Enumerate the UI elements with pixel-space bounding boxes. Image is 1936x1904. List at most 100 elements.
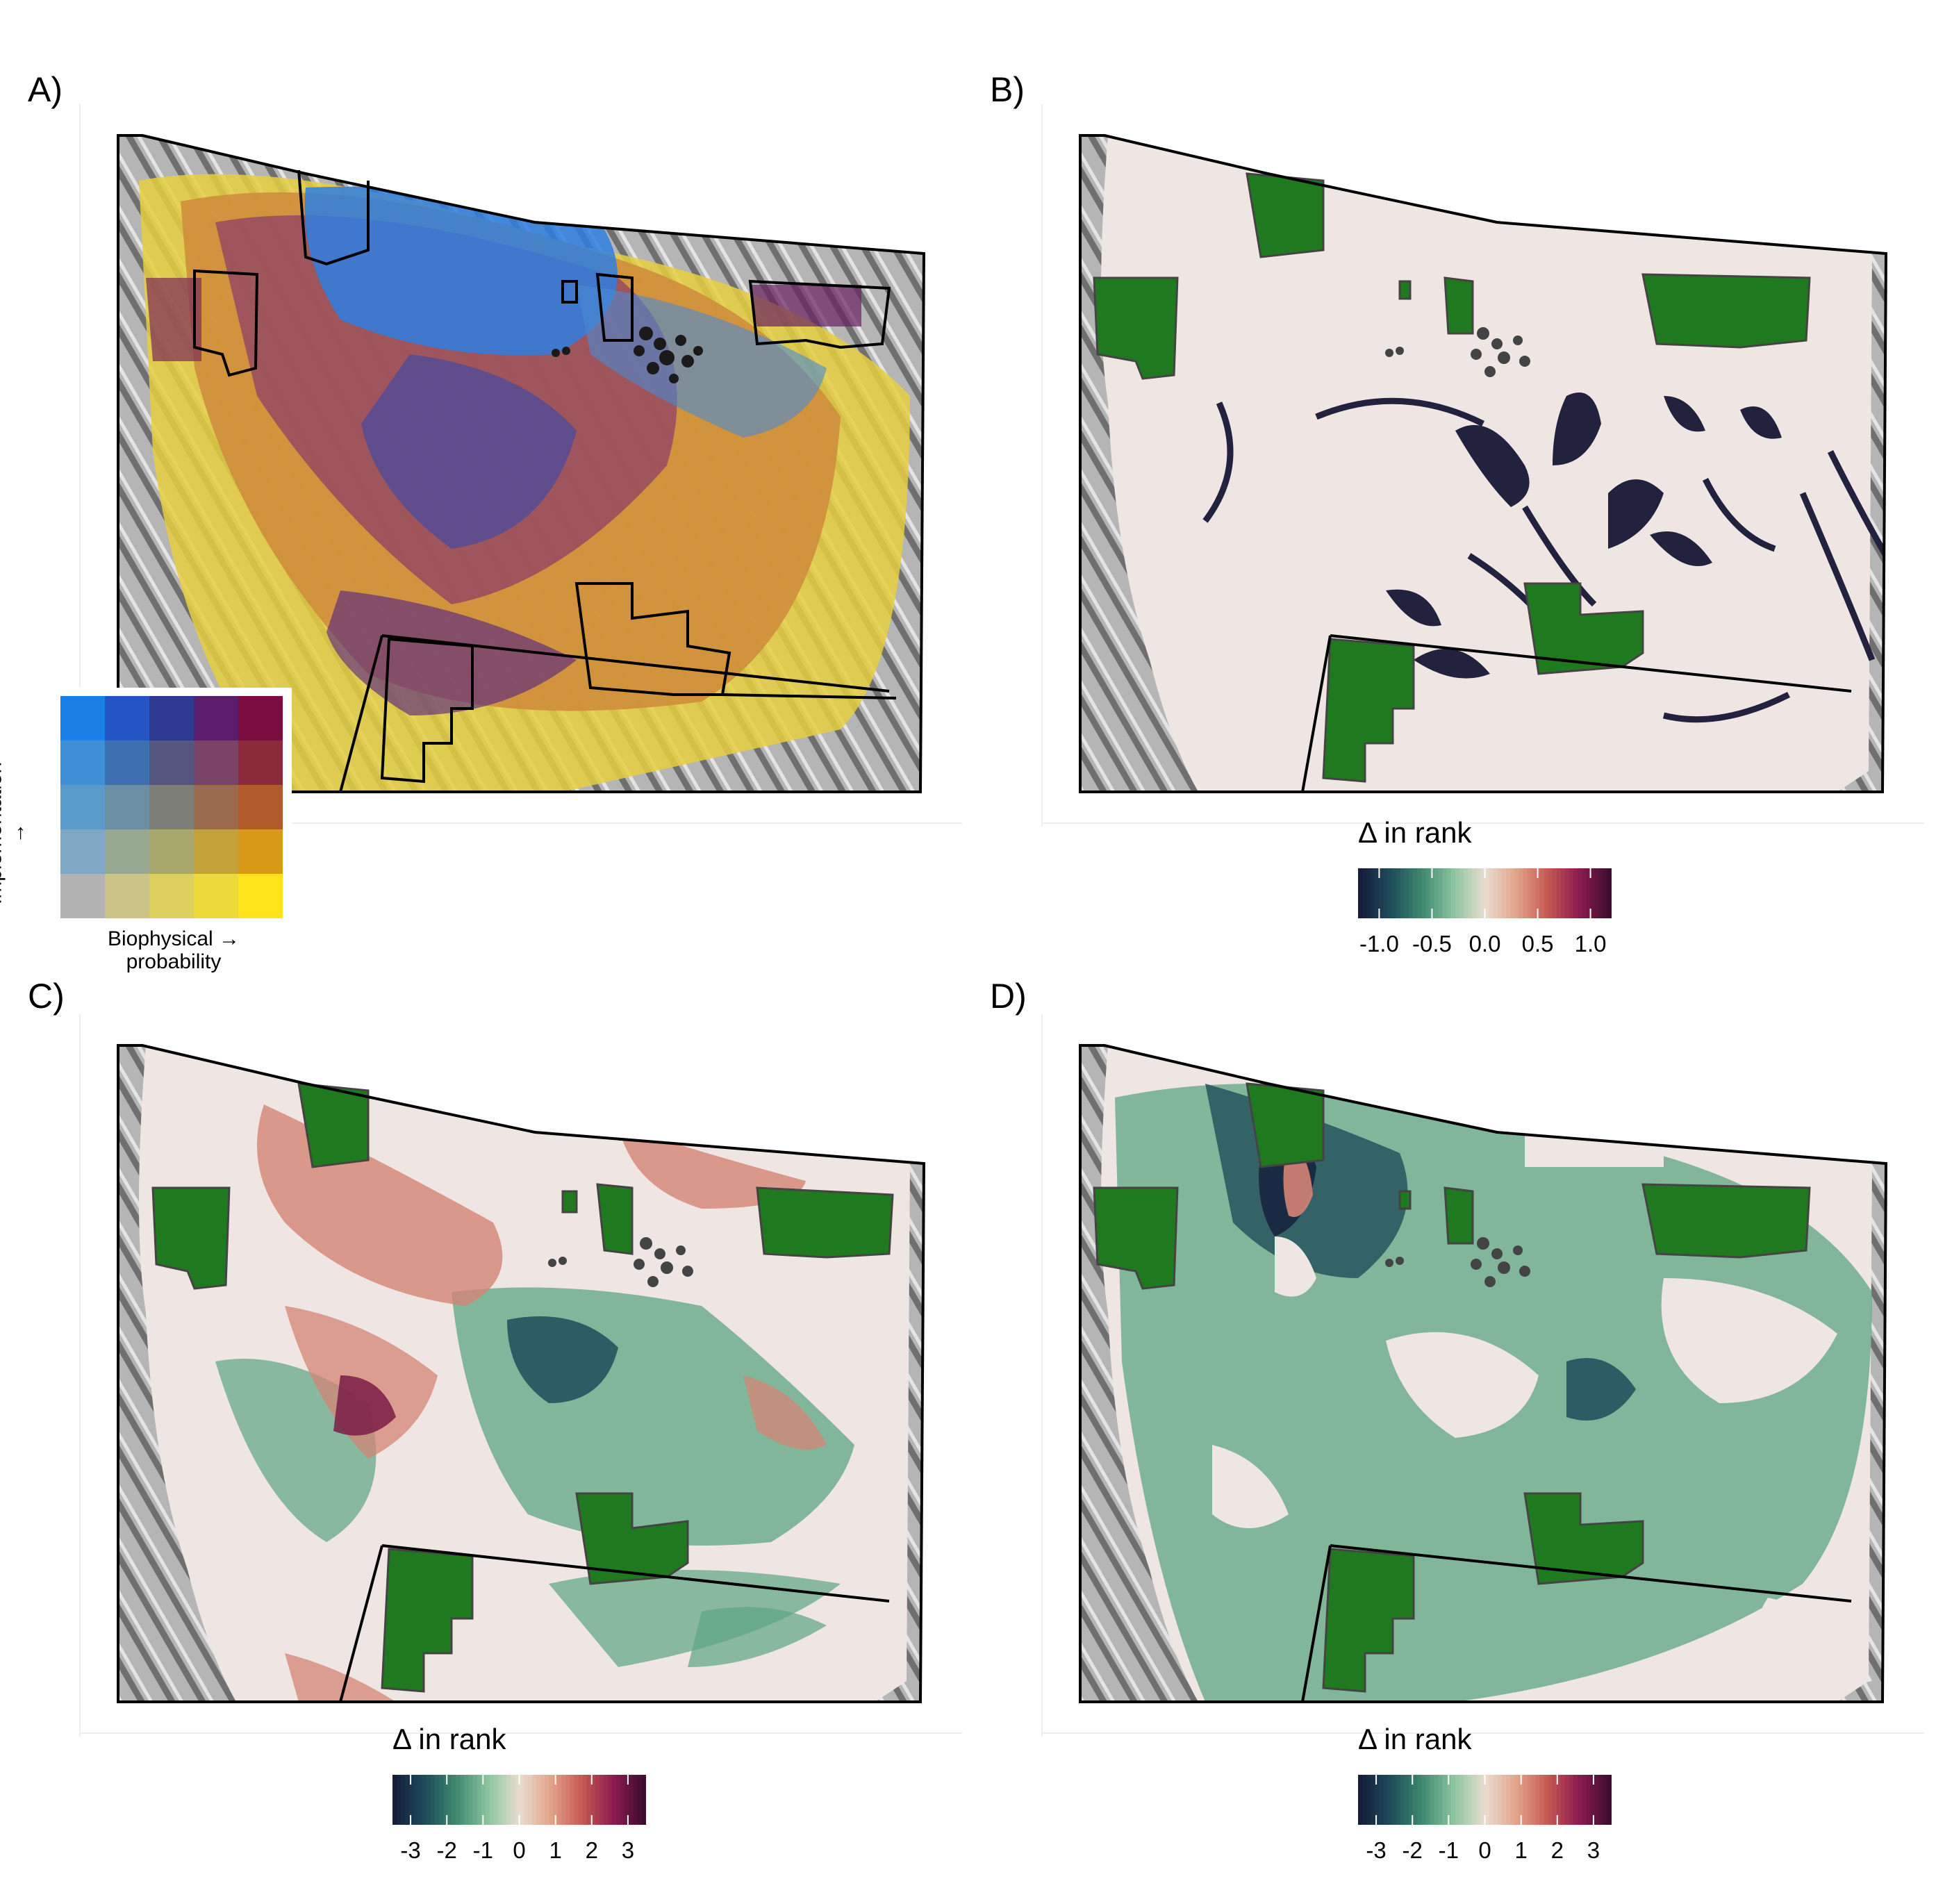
legend-d-colorbar [1358, 1775, 1612, 1825]
colorbar-segment [392, 1775, 397, 1825]
colorbar-segment [1434, 868, 1439, 918]
colorbar-segment [1539, 1775, 1545, 1825]
colorbar-segment [434, 1775, 440, 1825]
colorbar-tick-label: 0.0 [1468, 931, 1501, 957]
colorbar-tick-label: -3 [400, 1837, 421, 1863]
colorbar-segment [1531, 1775, 1537, 1825]
bivariate-cell [60, 696, 105, 740]
colorbar-segment [1497, 1775, 1503, 1825]
colorbar-segment [1379, 1775, 1384, 1825]
colorbar-segment [574, 1775, 579, 1825]
colorbar-segment [1514, 868, 1519, 918]
bivariate-cell [149, 874, 194, 918]
bivariate-cell [149, 829, 194, 874]
bivariate-cell [60, 740, 105, 785]
colorbar-segment [1464, 868, 1468, 918]
colorbar-segment [1375, 868, 1380, 918]
colorbar-segment [1480, 1775, 1486, 1825]
colorbar-segment [519, 1775, 524, 1825]
colorbar-segment [608, 1775, 613, 1825]
colorbar-segment [545, 1775, 549, 1825]
colorbar-segment [557, 1775, 562, 1825]
colorbar-segment [1590, 1775, 1596, 1825]
colorbar-segment [549, 1775, 554, 1825]
colorbar-segment [1396, 868, 1401, 918]
legend-c-title: Δ in rank [392, 1723, 506, 1755]
colorbar-segment [1552, 1775, 1557, 1825]
colorbar-segment [1539, 868, 1545, 918]
bivariate-cell [60, 874, 105, 918]
colorbar-segment [1459, 868, 1464, 918]
colorbar-segment [595, 1775, 600, 1825]
colorbar-segment [633, 1775, 638, 1825]
colorbar-segment [1501, 868, 1507, 918]
colorbar-segment [582, 1775, 588, 1825]
colorbar-segment [1455, 868, 1460, 918]
colorbar-segment [1438, 868, 1443, 918]
colorbar-segment [1607, 1775, 1612, 1825]
colorbar-segment [1468, 868, 1473, 918]
legend-b-title: Δ in rank [1358, 816, 1472, 849]
colorbar-segment [1383, 868, 1389, 918]
colorbar-segment [1505, 1775, 1511, 1825]
colorbar-segment [1527, 868, 1532, 918]
bivariate-cell [105, 874, 149, 918]
colorbar-segment [1582, 1775, 1587, 1825]
colorbar-segment [1480, 868, 1486, 918]
colorbar-segment [570, 1775, 575, 1825]
colorbar-segment [1442, 1775, 1448, 1825]
colorbar-segment [641, 1775, 646, 1825]
colorbar-segment [586, 1775, 592, 1825]
colorbar-segment [1430, 1775, 1435, 1825]
colorbar-segment [578, 1775, 584, 1825]
colorbar-segment [1594, 868, 1600, 918]
colorbar-segment [1476, 868, 1482, 918]
colorbar-tick-label: 0 [1478, 1837, 1491, 1863]
colorbar-segment [1468, 1775, 1473, 1825]
colorbar-segment [565, 1775, 571, 1825]
colorbar-segment [1442, 868, 1448, 918]
colorbar-segment [1510, 1775, 1515, 1825]
colorbar-segment [489, 1775, 495, 1825]
map-panel-a [79, 104, 962, 827]
colorbar-segment [502, 1775, 507, 1825]
colorbar-segment [1409, 868, 1414, 918]
colorbar-segment [494, 1775, 499, 1825]
colorbar-segment [1400, 1775, 1405, 1825]
colorbar-segment [1569, 1775, 1574, 1825]
colorbar-segment [1371, 868, 1375, 918]
colorbar-segment [1383, 1775, 1389, 1825]
colorbar-segment [1425, 1775, 1431, 1825]
colorbar-segment [1396, 1775, 1401, 1825]
colorbar-segment [409, 1775, 415, 1825]
colorbar-tick-label: 0 [513, 1837, 526, 1863]
map-panel-d [1041, 1014, 1924, 1737]
colorbar-tick-label: -0.5 [1412, 931, 1452, 957]
colorbar-segment [1387, 1775, 1393, 1825]
colorbar-segment [553, 1775, 558, 1825]
colorbar-tick-label: -2 [1402, 1837, 1423, 1863]
bivariate-cell [105, 829, 149, 874]
colorbar-segment [1556, 868, 1562, 918]
colorbar-tick-label: 3 [621, 1837, 635, 1863]
panel-label-c: C) [28, 977, 65, 1016]
colorbar-segment [422, 1775, 427, 1825]
colorbar-segment [472, 1775, 478, 1825]
colorbar-segment [1493, 868, 1498, 918]
colorbar-segment [1404, 1775, 1409, 1825]
colorbar-segment [1446, 868, 1452, 918]
colorbar-segment [1569, 868, 1574, 918]
colorbar-segment [1505, 868, 1511, 918]
colorbar-segment [1607, 868, 1612, 918]
colorbar-segment [616, 1775, 622, 1825]
colorbar-segment [1598, 1775, 1604, 1825]
colorbar-segment [452, 1775, 456, 1825]
bivariate-cell [105, 696, 149, 740]
colorbar-segment [1450, 868, 1456, 918]
colorbar-segment [1450, 1775, 1456, 1825]
colorbar-segment [1548, 868, 1553, 918]
colorbar-segment [561, 1775, 567, 1825]
colorbar-segment [1404, 868, 1409, 918]
colorbar-segment [460, 1775, 465, 1825]
colorbar-segment [1400, 868, 1405, 918]
